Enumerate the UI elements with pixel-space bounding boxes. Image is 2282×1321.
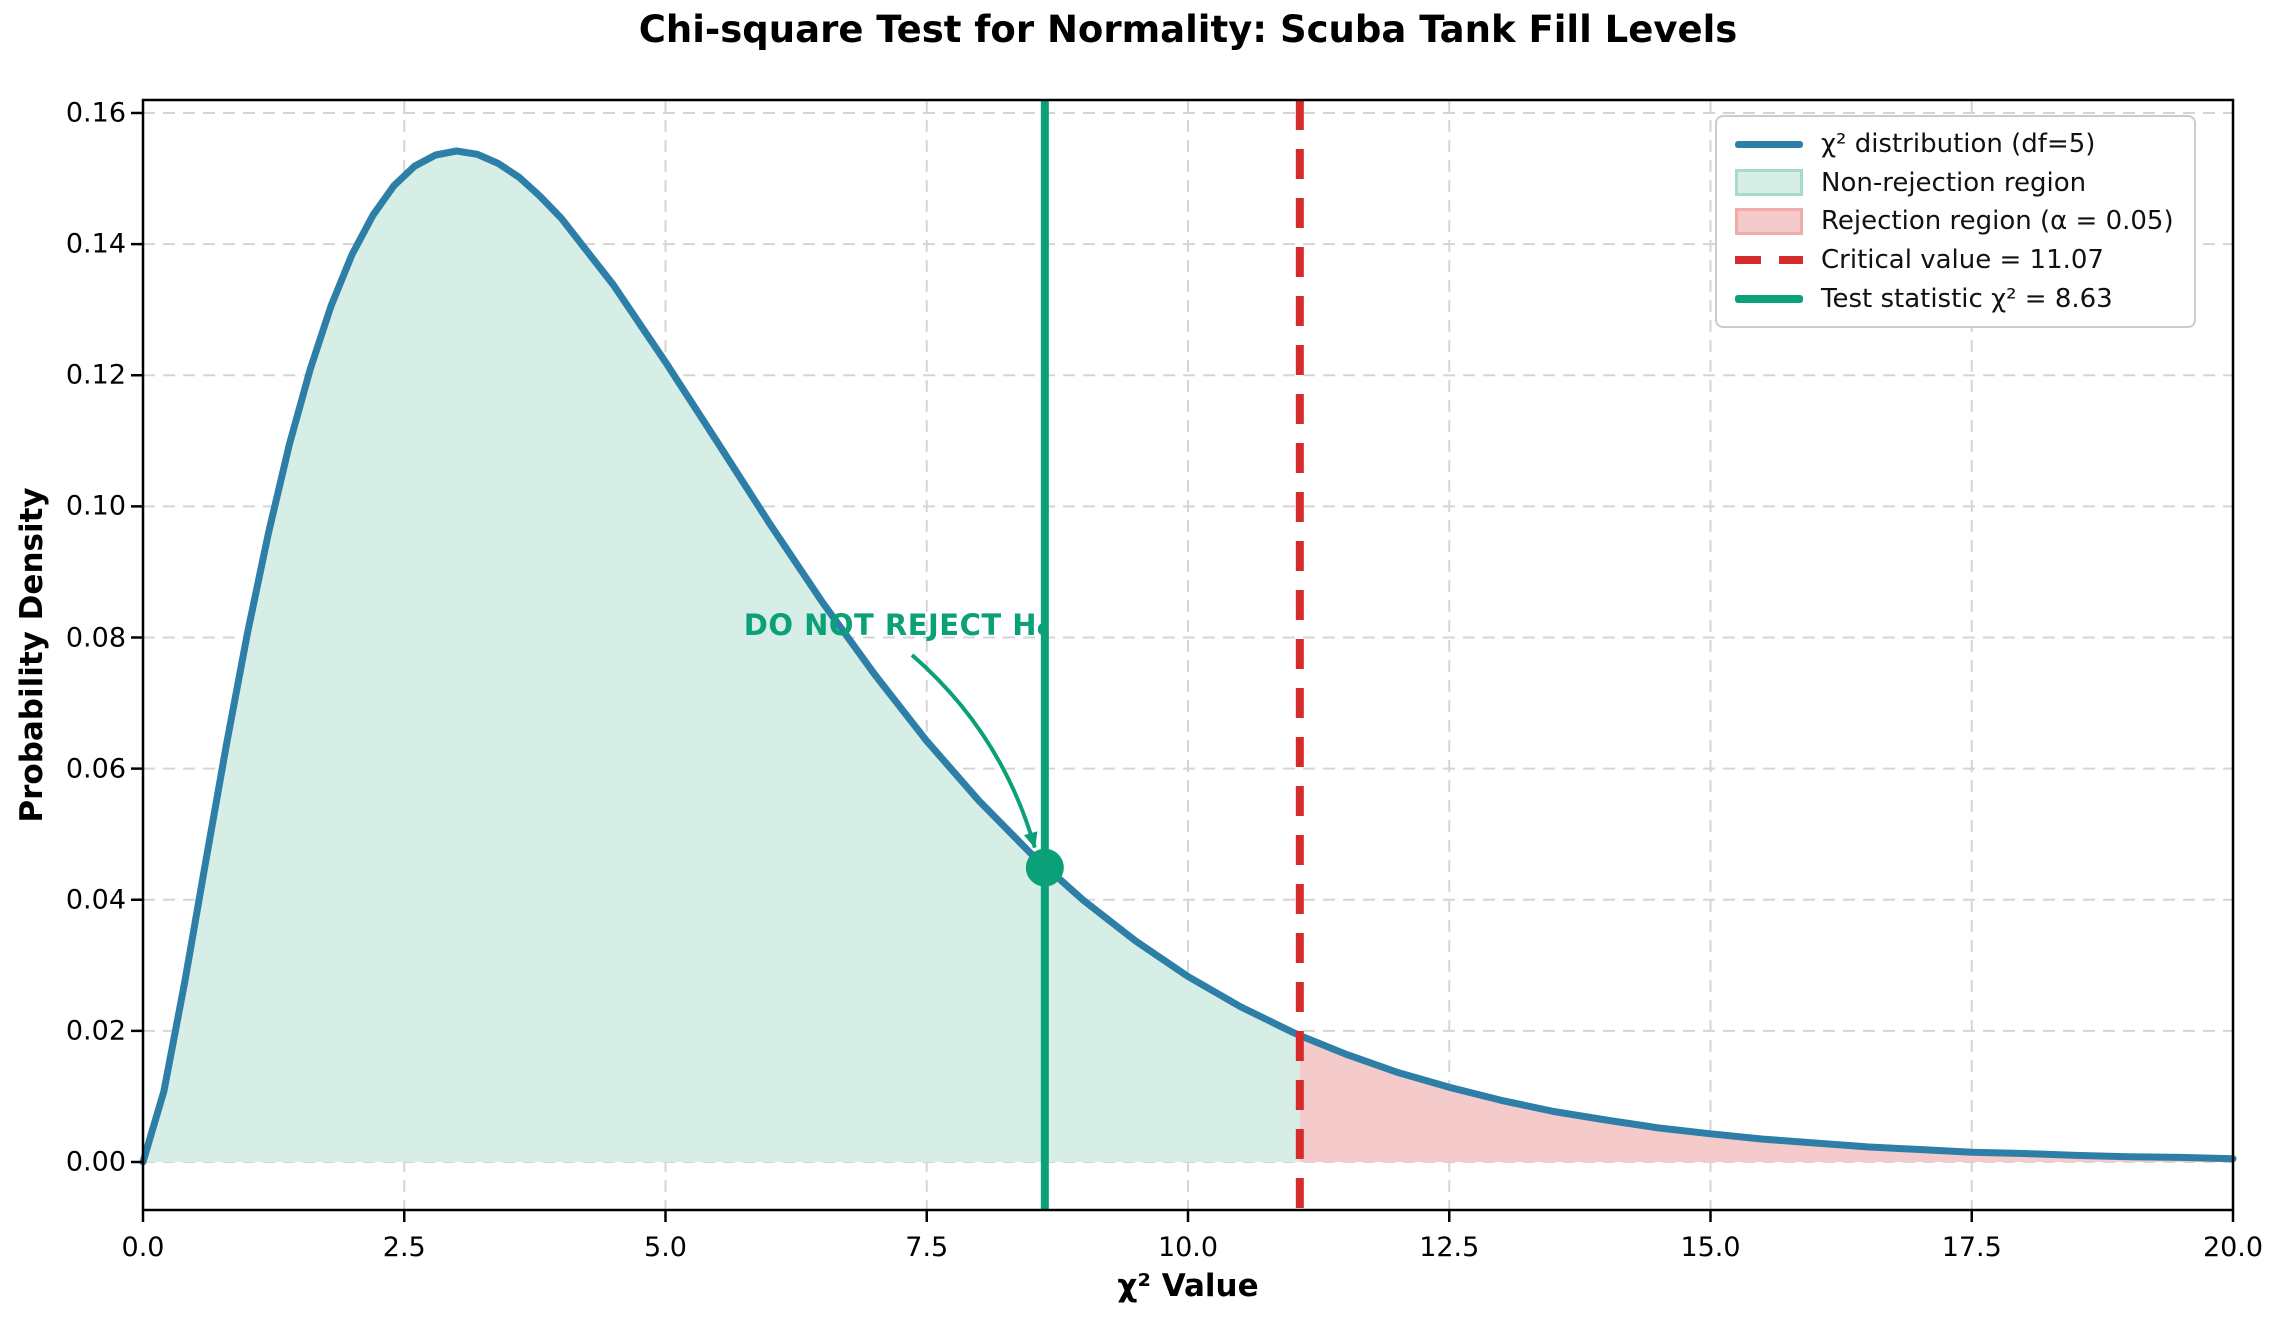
y-tick-label: 0.04 xyxy=(65,884,126,916)
non-rejection-patch-icon xyxy=(1735,169,1803,197)
x-tick-label: 10.0 xyxy=(1157,1232,1219,1263)
legend-item-critical-value: Critical value = 11.07 xyxy=(1735,245,2184,275)
legend-item-non-rejection: Non-rejection region xyxy=(1735,168,2184,198)
legend-label: Test statistic χ² = 8.63 xyxy=(1821,283,2113,314)
x-tick-label: 12.5 xyxy=(1419,1232,1480,1263)
x-tick-label: 7.5 xyxy=(905,1232,949,1263)
y-tick-label: 0.16 xyxy=(65,97,126,129)
y-tick-label: 0.14 xyxy=(65,228,126,260)
legend-item-test-statistic: Test statistic χ² = 8.63 xyxy=(1735,284,2184,314)
legend-label: χ² distribution (df=5) xyxy=(1821,129,2096,160)
distribution-curve xyxy=(139,147,2237,1166)
y-tick-label: 0.08 xyxy=(65,622,126,653)
y-tick-label: 0.12 xyxy=(65,359,126,391)
legend-label: Non-rejection region xyxy=(1821,167,2087,198)
x-axis-label: χ² Value xyxy=(1117,1268,1259,1304)
chart-title: Chi-square Test for Normality: Scuba Tan… xyxy=(638,8,1738,51)
x-tick-label: 20.0 xyxy=(2202,1232,2264,1263)
annotation-arrow xyxy=(910,653,1038,849)
x-tick-label: 5.0 xyxy=(644,1232,687,1263)
plot-frame xyxy=(141,98,2235,1212)
legend-item-rejection: Rejection region (α = 0.05) xyxy=(1735,206,2184,236)
legend-label: Critical value = 11.07 xyxy=(1821,245,2104,276)
x-tick-label: 17.5 xyxy=(1941,1232,2002,1263)
y-tick-label: 0.10 xyxy=(65,490,126,522)
y-axis-label: Probability Density xyxy=(14,487,50,823)
x-tick-label: 15.0 xyxy=(1680,1232,1741,1263)
legend-item-distribution: χ² distribution (df=5) xyxy=(1735,129,2184,159)
y-tick-label: 0.00 xyxy=(65,1146,126,1178)
decision-annotation: DO NOT REJECT H₀ xyxy=(743,608,1051,642)
x-tick-label: 0.0 xyxy=(121,1232,165,1263)
legend-label: Rejection region (α = 0.05) xyxy=(1821,206,2174,237)
test-statistic-marker xyxy=(1025,848,1064,887)
y-tick-label: 0.06 xyxy=(65,753,126,785)
test-statistic-line-icon xyxy=(1735,294,1803,303)
legend: χ² distribution (df=5) Non-rejection reg… xyxy=(1715,115,2196,328)
rejection-region xyxy=(1299,1035,2233,1162)
non-rejection-region xyxy=(143,151,1300,1162)
critical-value-dash-icon xyxy=(1735,256,1803,265)
y-tick-label: 0.02 xyxy=(65,1015,126,1047)
x-tick-label: 2.5 xyxy=(382,1232,426,1263)
distribution-line-icon xyxy=(1735,140,1803,148)
rejection-patch-icon xyxy=(1735,207,1803,235)
